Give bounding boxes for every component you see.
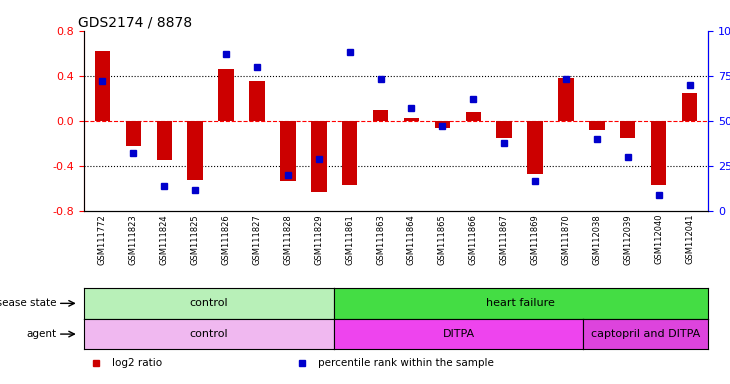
- Bar: [620, 121, 636, 138]
- Bar: [342, 121, 358, 185]
- Bar: [682, 93, 697, 121]
- Bar: [373, 110, 388, 121]
- Bar: [589, 121, 604, 130]
- Bar: [280, 121, 296, 181]
- Bar: [527, 121, 543, 174]
- Bar: [558, 78, 574, 121]
- Bar: [126, 121, 141, 146]
- Text: agent: agent: [26, 329, 56, 339]
- Text: log2 ratio: log2 ratio: [112, 358, 162, 368]
- Bar: [311, 121, 326, 192]
- Text: GDS2174 / 8878: GDS2174 / 8878: [77, 16, 192, 30]
- Text: heart failure: heart failure: [486, 298, 556, 308]
- Text: captopril and DITPA: captopril and DITPA: [591, 329, 700, 339]
- Bar: [156, 121, 172, 161]
- Text: DITPA: DITPA: [442, 329, 474, 339]
- Bar: [651, 121, 666, 185]
- Bar: [188, 121, 203, 180]
- Bar: [496, 121, 512, 138]
- Bar: [95, 51, 110, 121]
- Bar: [249, 81, 265, 121]
- Text: control: control: [190, 298, 228, 308]
- Bar: [218, 69, 234, 121]
- Bar: [404, 118, 419, 121]
- Text: disease state: disease state: [0, 298, 56, 308]
- Text: control: control: [190, 329, 228, 339]
- Text: percentile rank within the sample: percentile rank within the sample: [318, 358, 494, 368]
- Bar: [434, 121, 450, 128]
- Bar: [466, 112, 481, 121]
